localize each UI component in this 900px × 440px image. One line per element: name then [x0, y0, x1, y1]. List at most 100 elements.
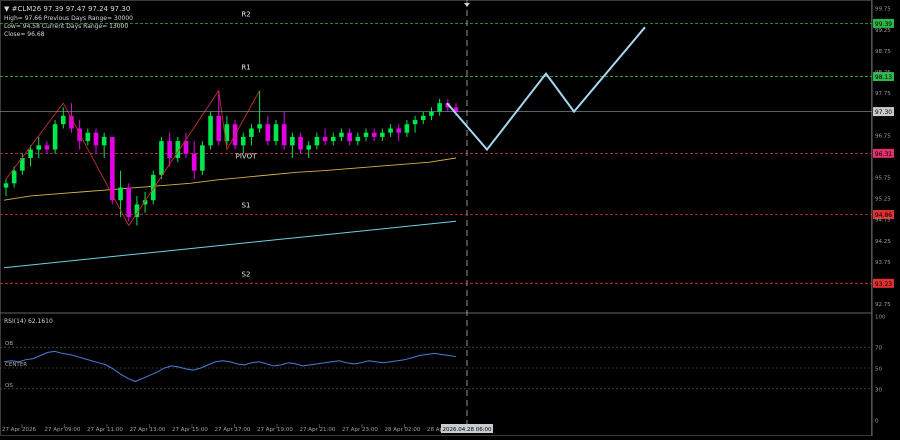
- cursor-time-badge: [441, 424, 493, 433]
- candle-body: [306, 145, 312, 150]
- last-price-badge: [873, 107, 894, 117]
- candle-body: [93, 132, 99, 146]
- rsi-level-label: CENTER: [5, 362, 27, 368]
- ma-fast-line: [3, 157, 457, 201]
- candle-body: [273, 124, 279, 142]
- time-label: 27 Apr 15:00: [172, 427, 208, 433]
- rsi-level-label: OB: [5, 341, 13, 347]
- rsi-tick-label: 70: [875, 346, 882, 352]
- time-label: 27 Apr 2026: [2, 427, 37, 433]
- candle-body: [437, 103, 442, 112]
- candle-body: [265, 124, 271, 142]
- projection-path: [446, 26, 646, 152]
- candle-body: [453, 107, 459, 112]
- candle-body: [126, 187, 132, 218]
- level-label-s1: S1: [242, 202, 251, 210]
- candle-body: [52, 124, 58, 150]
- time-label: 27 Apr 19:00: [257, 427, 293, 433]
- symbol-line: ▼ #CLM26 97.39 97.47 97.24 97.30: [4, 5, 130, 13]
- candle-body: [69, 115, 74, 129]
- price-tick-label: 99.75: [875, 7, 891, 13]
- chart-header: ▼ #CLM26 97.39 97.47 97.24 97.30 High= 9…: [4, 5, 133, 38]
- level-label-s2: S2: [242, 270, 251, 278]
- candle-body: [191, 153, 197, 171]
- candle-body: [404, 124, 410, 133]
- candle-body: [208, 115, 213, 146]
- candle-body: [388, 128, 393, 133]
- time-label: 28 Apr 02:00: [385, 427, 421, 433]
- ma-slow-line: [3, 220, 457, 269]
- level-badge-r2: [873, 18, 894, 28]
- candle-body: [20, 158, 25, 171]
- info-line-2: Low= 94.58 Current Days Range= 13000: [4, 23, 128, 30]
- projection-line: [446, 26, 646, 152]
- level-label-r1: R1: [241, 64, 250, 72]
- pivot-levels: R2 99.39 R1 98.13 PIVOT 96.31 S1 94.86 S2 93.23: [0, 10, 894, 288]
- time-label: 27 Apr 11:00: [87, 427, 123, 433]
- level-badge-r1: [873, 72, 894, 82]
- candle-body: [363, 132, 369, 137]
- candle-body: [77, 128, 82, 142]
- candle-body: [85, 132, 91, 142]
- candle-body: [36, 145, 42, 150]
- price-tick-label: 92.75: [875, 302, 891, 308]
- level-badge-s1: [873, 210, 894, 220]
- candle-body: [101, 136, 107, 146]
- candle-body: [355, 136, 361, 142]
- grid: [0, 0, 873, 436]
- candle-body: [200, 145, 205, 171]
- price-axis: 92.75 93.75 94.25 94.75 95.25 95.75 96.75 97.75…: [875, 7, 891, 308]
- price-tick-label: 93.75: [875, 260, 891, 266]
- price-tick-label: 96.75: [875, 133, 891, 139]
- moving-averages: [3, 157, 457, 269]
- price-tick-label: 98.75: [875, 49, 891, 55]
- candle-body: [216, 115, 222, 142]
- price-tick-label: 94.75: [875, 218, 891, 224]
- time-label: 27 Apr 13:00: [130, 427, 166, 433]
- price-tick-label: 94.25: [875, 239, 891, 245]
- rsi-tick-label: 30: [875, 387, 882, 393]
- level-badge-s2: [873, 278, 894, 288]
- candle-body: [290, 136, 295, 146]
- rsi-level-label: OS: [5, 383, 13, 389]
- time-label: 27 Apr 21:00: [300, 427, 336, 433]
- cursor-marker-icon: [464, 3, 470, 7]
- price-tick-label: 95.25: [875, 197, 891, 203]
- candle-body: [257, 124, 262, 129]
- candle-body: [60, 115, 66, 125]
- level-badge-text-r1: 98.13: [875, 74, 892, 81]
- time-label: 27 Apr 09:00: [45, 427, 81, 433]
- candle-body: [420, 115, 426, 121]
- candles: 97.30: [0, 89, 894, 227]
- zigzag-line: [5, 89, 261, 227]
- candle-body: [380, 132, 385, 137]
- time-axis: 27 Apr 2026 27 Apr 09:00 27 Apr 11:00 27 Ap…: [2, 424, 493, 433]
- level-label-r2: R2: [241, 10, 250, 18]
- candle-body: [412, 120, 418, 125]
- candle-body: [142, 200, 148, 205]
- price-tick-label: 99.25: [875, 28, 891, 34]
- candle-body: [224, 124, 230, 142]
- candle-body: [298, 136, 303, 150]
- time-label: 28 Ap: [427, 427, 444, 433]
- candle-body: [134, 204, 140, 218]
- rsi-line: [3, 350, 457, 383]
- level-badge-text-r2: 99.39: [875, 21, 892, 28]
- cursor-time-label: 2026.04.28 06:00: [442, 427, 492, 433]
- level-badge-text-s2: 93.23: [875, 281, 892, 288]
- time-label: 27 Apr 17:00: [215, 427, 251, 433]
- candle-body: [339, 132, 344, 137]
- rsi-panel: RSI(14) 62.1610 OB CENTER OS 100 70 50 30 0: [0, 315, 886, 425]
- candle-body: [396, 128, 402, 133]
- rsi-tick-label: 100: [875, 315, 886, 321]
- candle-body: [183, 141, 189, 154]
- candle-body: [330, 136, 336, 142]
- candle-body: [28, 149, 33, 158]
- level-badge-text-s1: 94.86: [875, 212, 892, 219]
- price-tick-label: 98.25: [875, 70, 891, 76]
- candle-body: [44, 145, 50, 150]
- level-badge-pivot: [873, 148, 894, 158]
- candle-body: [281, 124, 287, 146]
